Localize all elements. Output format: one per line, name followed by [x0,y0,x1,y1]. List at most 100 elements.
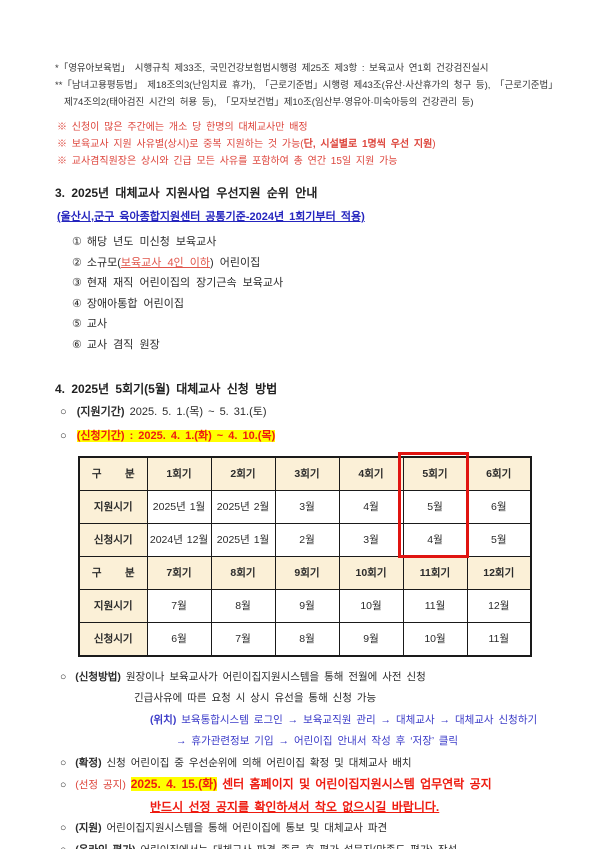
priority-item-3: ③ 현재 재직 어린이집의 장기근속 보육교사 [72,277,284,290]
table-row-apply-2: 신청시기 6월 7월 8월 9월 10월 11월 [78,621,532,657]
legal-notes: *「영유아보육법」 시행규칙 제33조, 국민건강보험법시행령 제25조 제3항… [55,60,570,111]
section3-subtitle: (울산시,군구 육아종합지원센터 공통기준-2024년 1회기부터 적용) [57,211,365,223]
period-header-cell: 4회기 [338,456,404,491]
bullet-circle: ○ [60,670,67,683]
bullet-circle: ○ [60,405,67,418]
period-header-cell: 7회기 [146,555,212,590]
support-month-cell: 2025년 1월 [146,489,212,524]
selection-notice-warning: 반드시 선정 공지를 확인하셔서 착오 없으시길 바랍니다. [150,799,440,814]
bullet-circle: ○ [60,429,67,442]
detail-label: (위치) [150,713,177,726]
table-row-support-2: 지원시기 7월 8월 9월 10월 11월 12월 [78,588,532,623]
apply-month-cell: 2월 [274,522,340,557]
table-row-support-1: 지원시기 2025년 1월 2025년 2월 3월 4월 5월 6월 [78,489,532,524]
corner-cell: 구 분 [78,456,148,491]
detail-confirmation: ○ (확정) 신청 어린이집 중 우선순위에 의해 어린이집 확정 및 대체교사… [60,756,412,769]
period-header-cell: 3회기 [274,456,340,491]
detail-selection-notice: ○ (선정 공지) 2025. 4. 15.(화) 센터 홈페이지 및 어린이집… [60,774,600,797]
apply-month-cell: 10월 [402,621,468,657]
period-header-cell: 9회기 [274,555,340,590]
row-label-cell: 신청시기 [78,621,148,657]
bullet-circle: ○ [60,779,67,792]
apply-period-highlight: (신청기간) : 2025. 4. 1.(화) ~ 4. 10.(목) [76,429,276,442]
corner-cell: 구 분 [78,555,148,590]
section3-title: 3. 2025년 대체교사 지원사업 우선지원 순위 안내 [55,186,318,200]
detail-location-path-cont: → 휴가관련정보 기입 → 어린이집 안내서 작성 후 ‘저장’ 클릭 [176,735,459,748]
apply-month-cell: 2024년 12월 [146,522,212,557]
priority-item-5: ⑤ 교사 [72,318,108,331]
period-header-cell: 1회기 [146,456,212,491]
detail-apply-method-cont: 긴급사유에 따른 요청 시 상시 유선을 통해 신청 가능 [134,692,377,705]
apply-month-cell: 3월 [338,522,404,557]
support-month-cell: 4월 [338,489,404,524]
detail-label: (신청방법) [75,670,121,683]
apply-month-cell: 6월 [146,621,212,657]
support-month-cell: 7월 [146,588,212,623]
schedule-table: 구 분 1회기 2회기 3회기 4회기 5회기 6회기 지원시기 2025년 1… [78,455,532,657]
legal-note-2: **「남녀고용평등법」 제18조의3(난임치료 휴가), 「근로기준법」시행령 … [55,80,558,91]
table-row-header-1: 구 분 1회기 2회기 3회기 4회기 5회기 6회기 [78,456,532,491]
table-row-apply-1: 신청시기 2024년 12월 2025년 1월 2월 3월 4월 5월 [78,522,532,557]
row-label-cell: 지원시기 [78,588,148,623]
row-label-cell: 지원시기 [78,489,148,524]
apply-period-line: ○ (신청기간) : 2025. 4. 1.(화) ~ 4. 10.(목) [60,428,600,445]
warning-notes: ※ 신청이 많은 주간에는 개소 당 한명의 대체교사만 배정 ※ 보육교사 지… [57,119,570,170]
schedule-table-wrapper: 구 분 1회기 2회기 3회기 4회기 5회기 6회기 지원시기 2025년 1… [78,451,532,657]
priority-item-2: ② 소규모(보육교사 4인 이하) 어린이집 [72,256,261,269]
period-header-cell: 12회기 [466,555,532,590]
apply-month-cell: 8월 [274,621,340,657]
warning-1: ※ 신청이 많은 주간에는 개소 당 한명의 대체교사만 배정 [57,122,308,133]
detail-label: (선정 공지) [75,779,126,792]
period-header-cell: 10회기 [338,555,404,590]
support-month-cell: 11월 [402,588,468,623]
apply-month-cell: 5월 [466,522,532,557]
legal-note-3: 제74조의2(태아검진 시간의 허용 등), 「모자보건법」제10조(임산부·영… [64,97,474,108]
period-header-cell: 2회기 [210,456,276,491]
detail-label: (지원) [75,822,102,835]
support-month-cell: 6월 [466,489,532,524]
bullet-circle: ○ [60,844,66,849]
support-month-cell: 10월 [338,588,404,623]
period-header-cell: 11회기 [402,555,468,590]
detail-label: (확정) [75,756,102,769]
support-period-line: ○ (지원기간) 2025. 5. 1.(목) ~ 5. 31.(토) [60,404,600,421]
detail-dispatch: ○ (지원) 어린이집지원시스템을 통해 어린이집에 통보 및 대체교사 파견 [60,822,388,835]
detail-notes: ○ (신청방법) 원장이나 보육교사가 어린이집지원시스템을 통해 전월에 사전… [0,667,600,849]
bullet-circle: ○ [60,756,67,769]
detail-apply-method: ○ (신청방법) 원장이나 보육교사가 어린이집지원시스템을 통해 전월에 사전… [60,670,426,683]
selection-notice-text: 센터 홈페이지 및 어린이집지원시스템 업무연락 공지 [222,777,492,792]
support-month-cell: 5월 [402,489,468,524]
warning-2: ※ 보육교사 지원 사유별(상시)로 중복 지원하는 것 가능(단, 시설별로 … [57,139,436,150]
table-row-header-2: 구 분 7회기 8회기 9회기 10회기 11회기 12회기 [78,555,532,590]
apply-month-cell: 2025년 1월 [210,522,276,557]
support-period-label: (지원기간) [76,405,125,418]
support-month-cell: 12월 [466,588,532,623]
support-month-cell: 2025년 2월 [210,489,276,524]
apply-month-cell: 9월 [338,621,404,657]
apply-month-cell: 11월 [466,621,532,657]
selection-notice-date: 2025. 4. 15.(화) [130,777,218,792]
warning-2-emphasis: 단, 시설별로 1명씩 우선 지원 [303,139,433,150]
priority-item-1: ① 해당 년도 미신청 보육교사 [72,236,217,248]
detail-location-path: (위치) 보육통합시스템 로그인 → 보육교직원 관리 → 대체교사 → 대체교… [150,713,538,726]
priority-item-4: ④ 장애아통합 어린이집 [72,297,185,310]
support-month-cell: 8월 [210,588,276,623]
section4-title: 4. 2025년 5회기(5월) 대체교사 신청 방법 [55,381,278,396]
priority-item-6: ⑥ 교사 겸직 원장 [72,338,160,351]
apply-month-cell: 4월 [402,522,468,557]
bullet-circle: ○ [60,822,67,835]
period-header-cell: 8회기 [210,555,276,590]
warning-3: ※ 교사겸직원장은 상시와 긴급 모든 사유를 포함하여 총 연간 15일 지원… [57,156,398,167]
period-header-cell-highlighted: 5회기 [402,456,468,491]
support-period-value: 2025. 5. 1.(목) ~ 5. 31.(토) [129,405,267,418]
detail-online-evaluation: ○ (온라인 평가) 어린이집에서는 대체교사 파견 종료 후 평가 설문지(만… [60,840,600,849]
row-label-cell: 신청시기 [78,522,148,557]
support-month-cell: 3월 [274,489,340,524]
apply-month-cell: 7월 [210,621,276,657]
period-header-cell: 6회기 [466,456,532,491]
support-month-cell: 9월 [274,588,340,623]
detail-label: (온라인 평가) [75,844,135,849]
legal-note-1: *「영유아보육법」 시행규칙 제33조, 국민건강보험법시행령 제25조 제3항… [55,63,489,74]
